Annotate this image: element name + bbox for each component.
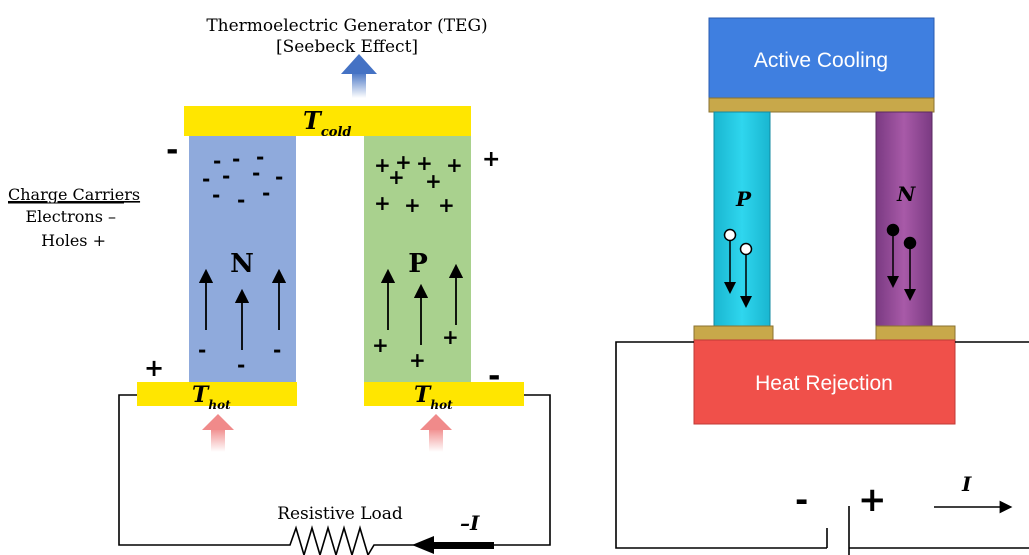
teg-title: Thermoelectric Generator (TEG) xyxy=(206,16,487,36)
tec-circuit xyxy=(615,341,1029,555)
n-leg-top-minus: - xyxy=(166,133,178,168)
cold-plate xyxy=(184,106,471,136)
svg-text:+: + xyxy=(374,191,391,215)
legend-holes: Holes + xyxy=(41,231,106,250)
svg-text:+: + xyxy=(388,165,405,189)
svg-text:-: - xyxy=(273,338,281,362)
bottom-conductor-left xyxy=(693,325,774,341)
t-hot-label-right: Thot xyxy=(414,382,453,412)
bottom-conductor-right xyxy=(875,325,956,341)
current-label-left: –I xyxy=(460,511,480,535)
svg-text:+: + xyxy=(372,333,389,357)
legend-heading: Charge Carriers xyxy=(8,185,140,204)
svg-text:-: - xyxy=(256,145,264,169)
electron-carriers-right xyxy=(886,223,917,301)
svg-text:-: - xyxy=(212,183,220,207)
svg-text:-: - xyxy=(252,161,260,185)
p-leg-flow-arrows xyxy=(380,263,464,345)
svg-text:+: + xyxy=(374,153,391,177)
hole-carriers-right xyxy=(723,228,753,308)
electron-charges: --- ---- --- --- xyxy=(198,145,283,377)
svg-text:-: - xyxy=(237,353,245,377)
heat-rejection-label: Heat Rejection xyxy=(755,372,893,395)
svg-text:-: - xyxy=(202,167,210,191)
n-leg-label: N xyxy=(230,249,254,279)
tec-diagram: Active Cooling P N Heat Rejection xyxy=(615,17,1029,555)
active-cooling-label: Active Cooling xyxy=(754,49,888,72)
current-label-right: I xyxy=(961,472,972,496)
teg-diagram: Thermoelectric Generator (TEG) [Seebeck … xyxy=(8,16,551,555)
svg-text:-: - xyxy=(213,149,221,173)
svg-text:+: + xyxy=(416,151,433,175)
p-leg-right xyxy=(713,111,771,327)
svg-text:-: - xyxy=(237,188,245,212)
n-leg-right-label: N xyxy=(896,182,916,206)
svg-text:+: + xyxy=(404,193,421,217)
cold-heat-arrow xyxy=(341,54,377,98)
svg-text:-: - xyxy=(262,181,270,205)
hole-charges: + + + + + + + + + + ++ xyxy=(372,150,463,372)
t-hot-label-left: Thot xyxy=(192,382,231,412)
heat-rejection-block xyxy=(693,339,956,425)
legend-electrons: Electrons – xyxy=(25,207,116,226)
svg-text:+: + xyxy=(446,153,463,177)
current-direction-arrow xyxy=(412,536,494,554)
p-leg-right-label: P xyxy=(735,187,752,211)
svg-text:+: + xyxy=(395,150,412,174)
p-leg-top-plus: + xyxy=(482,147,500,172)
hot-heat-arrow-left xyxy=(202,414,234,452)
p-leg xyxy=(364,136,471,382)
top-conductor xyxy=(708,97,935,113)
n-leg-flow-arrows xyxy=(198,268,287,350)
svg-text:+: + xyxy=(409,348,426,372)
hot-heat-arrow-right xyxy=(420,414,452,452)
n-leg-bottom-plus: + xyxy=(144,354,164,382)
svg-text:-: - xyxy=(198,338,206,362)
svg-text:+: + xyxy=(438,193,455,217)
charge-carrier-legend: Charge Carriers Electrons – Holes + xyxy=(8,185,140,250)
teg-circuit xyxy=(118,394,551,555)
active-cooling-block xyxy=(708,17,935,99)
battery-plus: + xyxy=(858,480,887,520)
hot-plate-left xyxy=(137,382,297,406)
svg-text:+: + xyxy=(425,169,442,193)
p-leg-label: P xyxy=(408,249,428,279)
hot-plate-right xyxy=(364,382,524,406)
svg-text:-: - xyxy=(232,147,240,171)
resistive-load-label: Resistive Load xyxy=(277,504,403,524)
svg-text:+: + xyxy=(442,325,459,349)
svg-text:-: - xyxy=(222,164,230,188)
battery-minus: - xyxy=(795,481,808,519)
n-leg-right xyxy=(875,111,933,327)
teg-subtitle: [Seebeck Effect] xyxy=(276,37,418,57)
t-cold-label: Tcold xyxy=(303,106,351,140)
svg-text:-: - xyxy=(275,165,283,189)
